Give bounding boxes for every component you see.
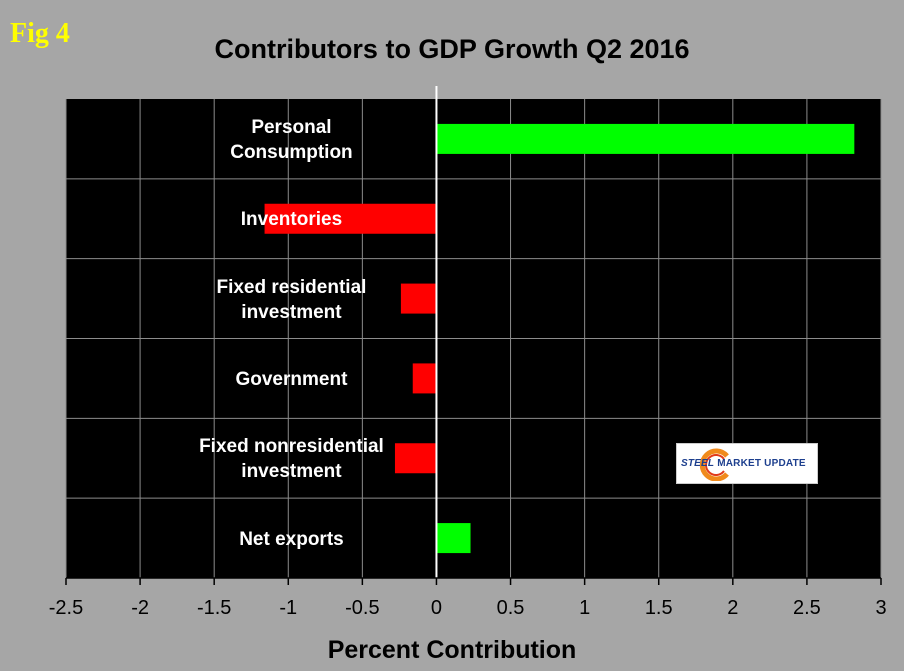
logo-text-rest: MARKET UPDATE <box>717 458 806 469</box>
figure-label: Fig 4 <box>10 18 70 49</box>
bar <box>436 123 855 154</box>
swoosh-icon <box>699 448 729 481</box>
x-tick-label: 2.5 <box>793 597 821 619</box>
bar <box>436 523 471 554</box>
category-label: Personal Consumption <box>230 116 353 163</box>
bar <box>400 283 437 314</box>
bar <box>412 363 437 394</box>
x-tick-label: -2.5 <box>49 597 83 619</box>
category-label: Fixed nonresidential investment <box>199 436 384 483</box>
x-tick-label: 3 <box>875 597 886 619</box>
x-ticks: -2.5 -2 -1.5 -1 -0.5 0 0.5 1 1.5 2 2.5 3 <box>49 578 887 619</box>
chart-title: Contributors to GDP Growth Q2 2016 <box>214 34 690 64</box>
grid-lines <box>65 99 882 578</box>
x-tick-label: 2 <box>727 597 738 619</box>
logo-text-steel: STEEL <box>681 458 715 469</box>
x-tick-label: 1 <box>579 597 590 619</box>
x-tick-label: -2 <box>131 597 149 619</box>
bar <box>394 443 437 474</box>
axes <box>66 86 881 579</box>
category-label: Net exports <box>239 528 344 550</box>
steel-market-update-logo: STEEL MARKET UPDATE <box>676 443 818 484</box>
x-tick-label: 0 <box>431 597 442 619</box>
bars <box>264 123 855 554</box>
x-tick-label: 0.5 <box>497 597 525 619</box>
x-tick-label: -0.5 <box>345 597 379 619</box>
category-label: Government <box>235 368 348 390</box>
bar <box>264 203 437 234</box>
x-axis-label: Percent Contribution <box>327 636 577 664</box>
x-tick-label: -1 <box>279 597 297 619</box>
x-tick-label: -1.5 <box>197 597 231 619</box>
x-tick-label: 1.5 <box>645 597 673 619</box>
category-label: Inventories <box>240 209 343 231</box>
logo-text: STEEL MARKET UPDATE <box>681 458 815 469</box>
category-label: Fixed residential investment <box>216 276 367 323</box>
